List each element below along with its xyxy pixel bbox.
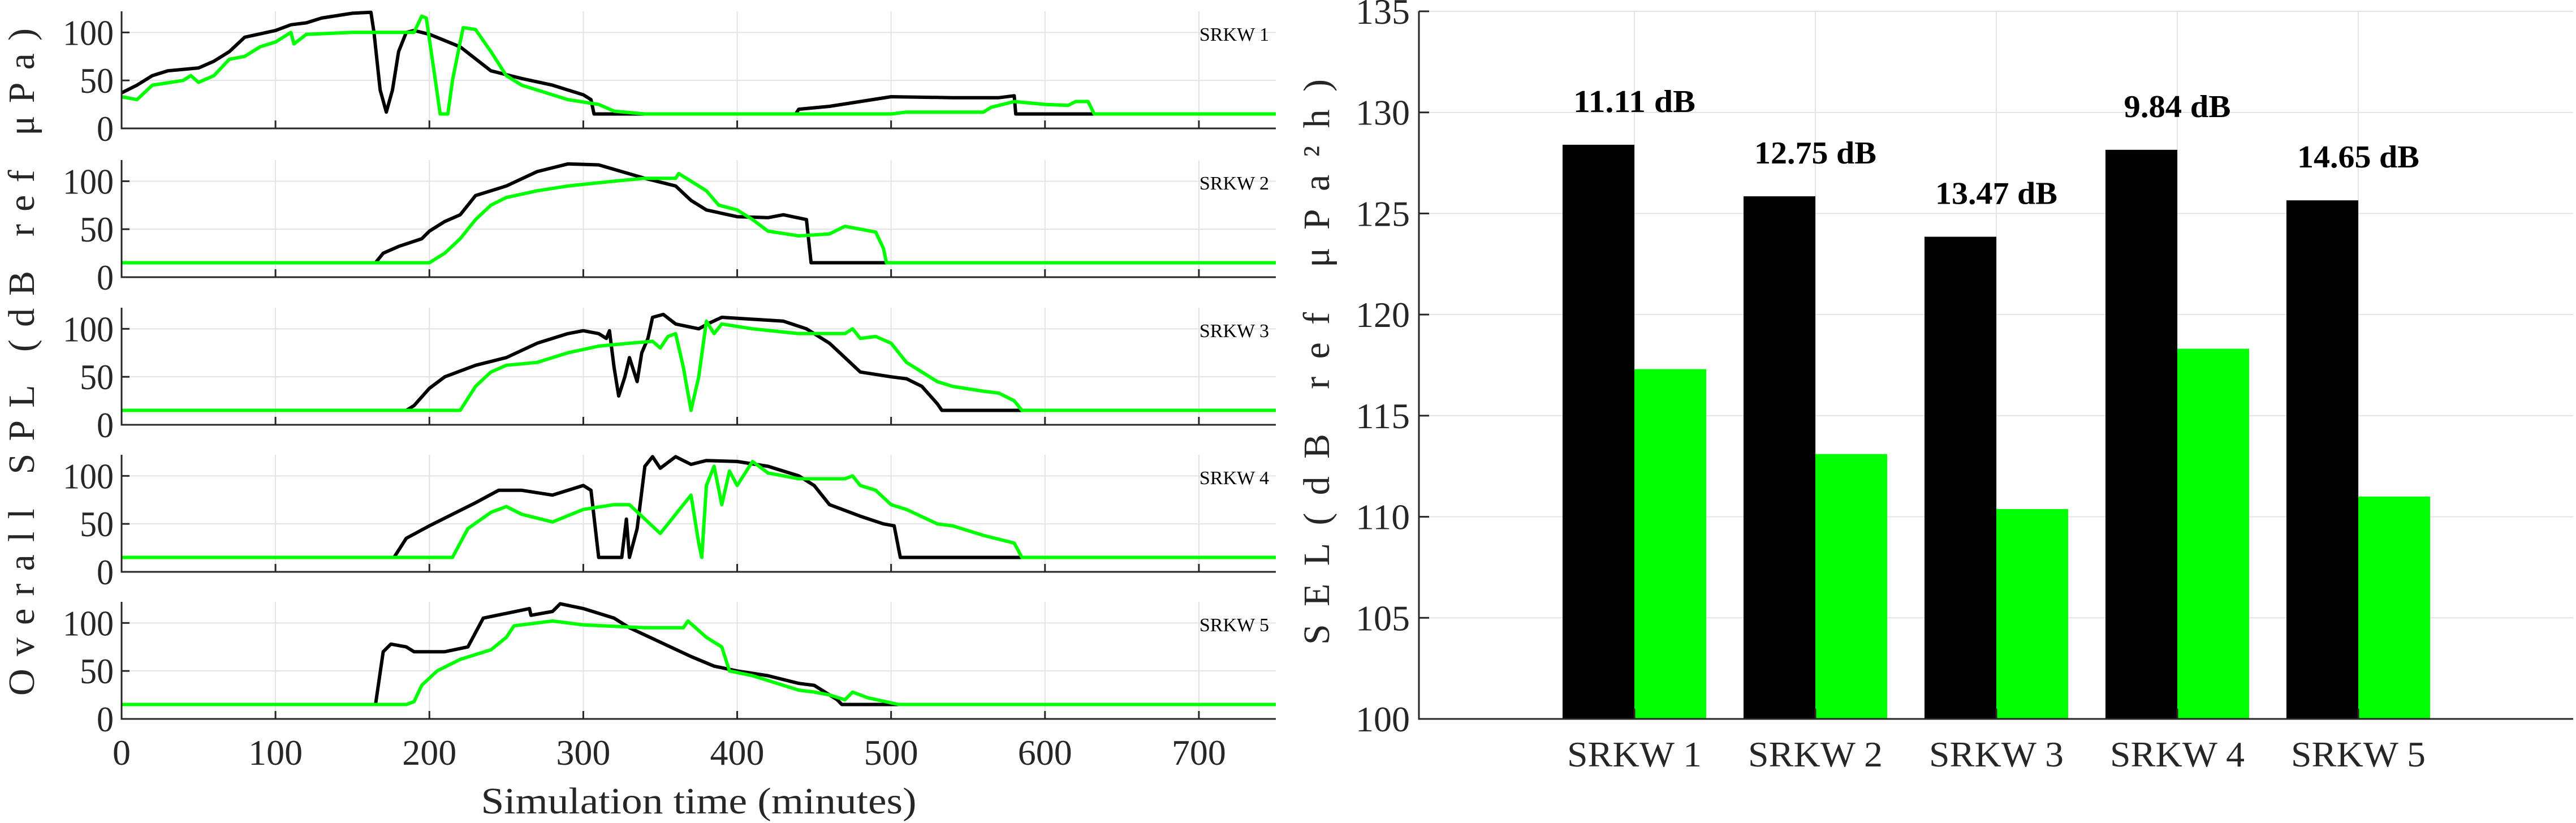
- green-bar-srkw-3: [1996, 509, 2068, 719]
- green-bar-srkw-1: [1634, 369, 1706, 719]
- y-tick-label: 0: [97, 699, 114, 739]
- y-tick-label: 0: [97, 257, 114, 298]
- axes-lines: [120, 160, 1276, 278]
- subplot-srkw-3: 0 50 100 SRKW 3: [63, 308, 1276, 445]
- y-tick-label: 100: [63, 161, 114, 201]
- y-tick-label: 110: [1356, 497, 1410, 537]
- x-tick-label: SRKW 2: [1748, 734, 1883, 774]
- y-tick-label: 0: [97, 109, 114, 149]
- subplot-label: SRKW 4: [1199, 468, 1269, 489]
- black-series-line: [122, 312, 1276, 412]
- axes-lines: [120, 11, 1276, 130]
- green-bar-srkw-4: [2177, 348, 2249, 719]
- x-tick-label: 400: [710, 732, 765, 773]
- difference-annotation: 12.75 dB: [1754, 136, 1876, 171]
- subplot-label: SRKW 2: [1199, 173, 1269, 194]
- green-series-line: [122, 619, 1276, 706]
- green-bar-srkw-2: [1815, 454, 1887, 719]
- subplot-srkw-4: 0 50 100 SRKW 4: [63, 455, 1276, 592]
- difference-annotation: 9.84 dB: [2124, 89, 2231, 124]
- y-tick-label: 0: [97, 405, 114, 445]
- difference-annotation: 11.11 dB: [1573, 84, 1695, 119]
- x-tick-label: SRKW 3: [1929, 734, 2064, 774]
- green-series-line: [122, 319, 1276, 412]
- y-tick-label: 50: [80, 357, 114, 397]
- subplot-srkw-2: 0 50 100 SRKW 2: [63, 160, 1276, 298]
- green-bar-srkw-5: [2358, 496, 2430, 719]
- difference-annotation: 13.47 dB: [1935, 176, 2057, 212]
- y-tick-label: 125: [1356, 193, 1410, 234]
- subplot-srkw-5: 0 50 100 SRKW 5: [63, 602, 1276, 739]
- y-tick-label: 100: [63, 603, 114, 643]
- subplot-label: SRKW 1: [1199, 24, 1269, 45]
- y-tick-label: 100: [63, 12, 114, 53]
- green-series-line: [122, 171, 1276, 265]
- black-series-line: [122, 455, 1276, 559]
- y-axis-label: Overall SPL (dB ref μPa): [1, 28, 42, 696]
- black-bar-srkw-1: [1563, 144, 1634, 719]
- y-tick-label: 120: [1356, 295, 1410, 335]
- y-tick-label: 50: [80, 651, 114, 691]
- axes-lines: [120, 455, 1276, 573]
- black-series-line: [122, 602, 1276, 706]
- black-bar-srkw-5: [2286, 200, 2358, 719]
- x-tick-label: SRKW 4: [2110, 734, 2245, 774]
- y-tick-label: 50: [80, 209, 114, 249]
- x-tick-label: 0: [113, 732, 131, 773]
- y-tick-label: 0: [97, 552, 114, 592]
- black-series-line: [122, 162, 1276, 265]
- black-bar-srkw-2: [1744, 196, 1815, 719]
- green-series-line: [122, 459, 1276, 559]
- y-tick-label: 105: [1356, 598, 1410, 638]
- subplot-label: SRKW 3: [1199, 321, 1269, 342]
- y-tick-label: 50: [80, 504, 114, 544]
- x-axis-label: Simulation time (minutes): [481, 781, 917, 822]
- sel-bar-chart-panel: 100 105 110 115 120 125 130 135 SRKW 1 11.11 dB SR…: [1296, 0, 2573, 774]
- y-tick-label: 100: [63, 309, 114, 349]
- green-series-line: [121, 14, 1276, 116]
- y-tick-label: 135: [1356, 0, 1410, 32]
- y-tick-label: 50: [80, 61, 114, 101]
- black-bar-srkw-4: [2105, 149, 2177, 719]
- y-tick-label: 100: [63, 456, 114, 496]
- y-tick-label: 130: [1356, 93, 1410, 133]
- x-tick-label: 200: [402, 732, 456, 773]
- x-tick-label: SRKW 5: [2291, 734, 2426, 774]
- x-tick-label: 300: [556, 732, 610, 773]
- spl-time-series-panel: 0 50 100 SRKW 1 0 50 100 SRKW 2 0 50 100 SRKW 3 0 50 1…: [1, 10, 1276, 822]
- y-tick-label: 100: [1356, 699, 1410, 739]
- y-axis-label: SEL(dB ref μPa²h): [1296, 79, 1337, 645]
- x-tick-label: SRKW 1: [1567, 734, 1702, 774]
- x-tick-label: 700: [1172, 732, 1226, 773]
- x-tick-label: 600: [1018, 732, 1072, 773]
- x-tick-label: 100: [248, 732, 303, 773]
- y-tick-label: 115: [1356, 396, 1410, 436]
- x-tick-label: 500: [864, 732, 918, 773]
- difference-annotation: 14.65 dB: [2297, 140, 2419, 175]
- subplot-srkw-1: 0 50 100 SRKW 1: [63, 10, 1276, 149]
- subplot-label: SRKW 5: [1199, 615, 1269, 636]
- black-bar-srkw-3: [1925, 236, 1996, 719]
- black-series-line: [120, 10, 1276, 116]
